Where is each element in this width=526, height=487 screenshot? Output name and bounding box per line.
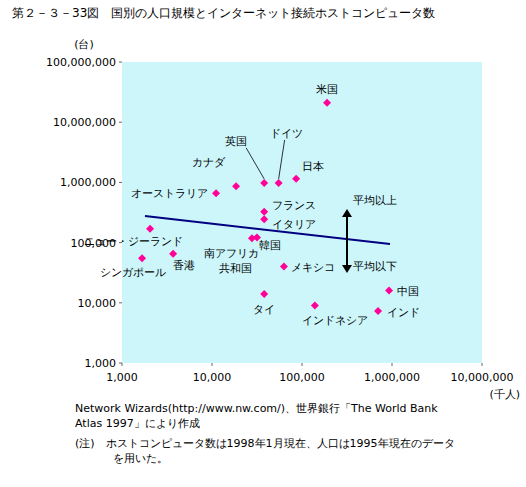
point <box>311 302 319 310</box>
y-tick-label: 10,000,000 <box>53 116 116 129</box>
point-label: インドネシア <box>302 314 368 327</box>
point <box>280 263 288 271</box>
point-label: ニュー・ジーランド <box>84 235 183 248</box>
point-label: シンガポール <box>100 266 166 279</box>
point <box>374 307 382 315</box>
point <box>146 225 154 233</box>
annotation-arrow <box>342 209 352 273</box>
point <box>169 250 177 258</box>
point-label: 韓国 <box>259 239 281 252</box>
point-label: イタリア <box>272 218 316 231</box>
point <box>260 290 268 298</box>
x-tick-label: 1,000 <box>106 371 138 384</box>
x-tick-label: 1,000,000 <box>364 371 420 384</box>
point <box>292 175 300 183</box>
title: 第２－３－33図 国別の人口規模とインターネット接続ホストコンピュータ数 <box>12 6 435 20</box>
x-tick-label: 100,000 <box>279 371 325 384</box>
point-label: タイ <box>253 303 275 316</box>
y-tick <box>119 302 122 303</box>
note: を用いた。 <box>113 452 168 465</box>
y-tick <box>119 122 122 123</box>
y-tick-label: 100,000,000 <box>46 56 116 69</box>
point-label: 英国 <box>225 135 247 148</box>
x-tick <box>392 363 393 366</box>
point-label: 中国 <box>397 285 419 298</box>
point <box>260 179 268 187</box>
point-label: 米国 <box>316 83 338 96</box>
x-tick <box>212 363 213 366</box>
point-label: インド <box>387 306 420 319</box>
leader-line <box>279 140 285 179</box>
x-tick <box>302 363 303 366</box>
y-tick-label: 10,000 <box>78 297 117 310</box>
point <box>323 99 331 107</box>
point-label: カナダ <box>192 156 226 169</box>
point <box>232 182 240 190</box>
point <box>138 254 146 262</box>
point-label: 日本 <box>302 160 324 173</box>
y-tick <box>119 62 122 63</box>
y-tick-label: 1,000,000 <box>60 176 116 189</box>
x-tick-label: 10,000,000 <box>451 371 514 384</box>
annotation: 平均以上 <box>353 194 397 207</box>
point <box>275 179 283 187</box>
note: Atlas 1997」により作成 <box>75 417 200 430</box>
point <box>260 208 268 216</box>
note: Network Wizards(http://www.nw.com/)、世界銀行… <box>75 402 438 415</box>
point-label: 香港 <box>173 259 195 272</box>
point <box>385 287 393 295</box>
x-tick <box>482 363 483 366</box>
y-tick-label: 1,000 <box>85 357 117 370</box>
chart: 第２－３－33図 国別の人口規模とインターネット接続ホストコンピュータ数 (台) (… <box>0 0 526 487</box>
point <box>260 215 268 223</box>
point-label: ドイツ <box>270 127 303 140</box>
point-label: メキシコ <box>291 261 335 274</box>
leader-line <box>246 148 264 179</box>
x-axis-label: (千人) <box>489 388 520 401</box>
y-axis-label: (台) <box>74 38 94 51</box>
note: (注) ホストコンピュータ数は1998年1月現在、人口は1995年現在のデータ <box>75 437 455 450</box>
y-tick <box>119 182 122 183</box>
x-tick <box>122 363 123 366</box>
annotation: 平均以下 <box>353 260 397 273</box>
point <box>212 189 220 197</box>
point-label: オーストラリア <box>131 187 208 200</box>
x-tick-label: 10,000 <box>193 371 232 384</box>
point <box>248 234 256 242</box>
labels: 米国英国 ドイツ日本 カナダオーストラリアフランスイタリアニュー・ジーランド 韓国南ア… <box>84 83 421 327</box>
point-label: フランス <box>272 199 316 212</box>
point-label: 南アフリカ共和国 <box>204 247 259 275</box>
plot-area <box>122 62 482 363</box>
